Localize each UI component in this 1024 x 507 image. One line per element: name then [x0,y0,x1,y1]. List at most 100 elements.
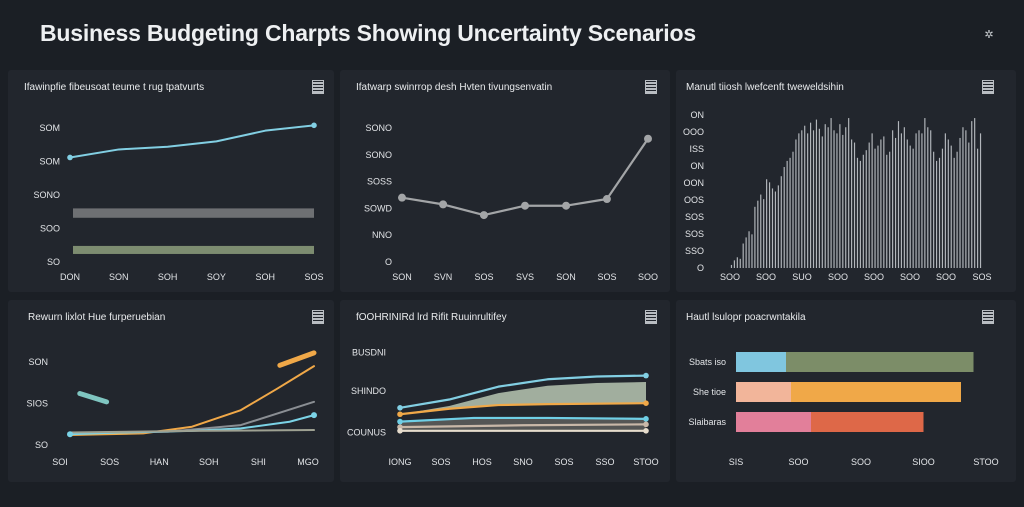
bar [798,133,800,268]
series-line-3 [69,429,315,434]
page-title: Business Budgeting Charpts Showing Uncer… [40,20,696,46]
bar [953,157,955,268]
bar [836,133,838,268]
menu-icon[interactable] [645,310,657,324]
bar [842,134,844,268]
y-tick-label: SOO [40,224,60,234]
bar [736,257,738,268]
y-tick-label: SO [35,440,48,450]
bar [977,148,979,268]
x-tick-label: SOO [900,272,920,282]
series-line-1 [69,400,315,435]
bar [748,231,750,268]
bar [956,151,958,268]
x-tick-label: HOS [472,457,492,467]
bar [766,179,768,268]
bar [959,137,961,268]
bar [883,136,885,268]
bar [941,148,944,268]
bar [894,137,897,268]
bar [950,145,952,268]
y-tick-label: ISS [689,144,704,154]
bar [921,133,923,268]
bar [845,127,847,268]
y-tick-label: SHINDO [351,386,386,396]
x-tick-label: SOS [972,272,991,282]
x-tick-label: STOO [973,457,998,467]
chart-title: Hautl lsulopr poacrwntakila [686,312,806,323]
bar-segment [736,412,811,432]
x-tick-label: SOO [756,272,776,282]
y-tick-label: SOM [39,123,60,133]
x-tick-label: SIOO [912,457,935,467]
bar [777,185,779,268]
y-tick-label: SONO [33,190,60,200]
menu-icon[interactable] [645,80,657,94]
bar [974,118,976,268]
bar [833,130,835,268]
bar [889,151,891,268]
bar [880,139,882,268]
bar [909,145,911,268]
bar [874,148,876,268]
x-tick-label: SVN [434,272,453,282]
category-label: Slaibaras [688,417,726,427]
series-line-0 [398,374,648,409]
bar [730,264,733,268]
y-tick-label: OON [683,178,704,188]
bar-segment [791,382,961,402]
menu-icon[interactable] [982,80,994,94]
data-point [397,428,403,434]
chart-p6: Sbats iso She tioe Slaibaras SIS SOO SOO SIOO S… [688,352,999,467]
data-point [398,193,406,202]
x-tick-label: SSO [595,457,614,467]
bar [733,260,735,268]
menu-icon[interactable] [312,80,324,94]
bar [968,142,970,268]
menu-icon[interactable] [982,310,994,324]
bar [868,142,870,268]
bar [757,200,759,268]
series-line-2 [398,416,648,423]
bar [915,133,917,268]
highlight-segment [77,391,110,405]
y-tick-label: SO [47,257,60,267]
data-point [643,372,649,379]
bar [848,118,850,268]
bar [815,119,818,268]
x-tick-label: SOO [851,457,871,467]
data-point [439,200,448,209]
chart-panel-3: Manutl tiiosh lwefcenft tweweldsihin ON O… [676,70,1016,292]
bar [933,151,935,268]
bar [930,130,932,268]
bar [827,127,829,268]
data-point [479,211,488,220]
settings-icon[interactable]: ✲ [984,29,994,41]
bar [821,136,823,268]
bar [830,118,832,268]
menu-icon[interactable] [312,310,324,324]
x-tick-label: SIS [729,457,744,467]
x-tick-label: SOO [788,457,808,467]
bar [804,125,806,269]
bar [865,150,867,268]
bar [754,206,756,268]
bar-segment [786,352,974,372]
x-tick-label: SOS [431,457,450,467]
data-point [562,201,571,210]
bar [824,124,826,269]
bar [745,237,747,268]
chart-p4: SON SIOS SO SOI SOS HAN SOH SHI MGO [26,350,319,467]
chart-panel-4: Rewurn lixlot Hue furperuebian SON SIOS SO… [8,300,334,482]
bar [938,157,941,268]
y-tick-label: SOS [685,212,704,222]
bar [877,145,879,268]
x-tick-label: IONG [388,457,411,467]
data-point [643,428,649,434]
x-tick-label: SOO [638,272,658,282]
bar [918,130,920,268]
bar [856,157,859,268]
x-tick-label: SOS [597,272,616,282]
bar [771,188,774,268]
